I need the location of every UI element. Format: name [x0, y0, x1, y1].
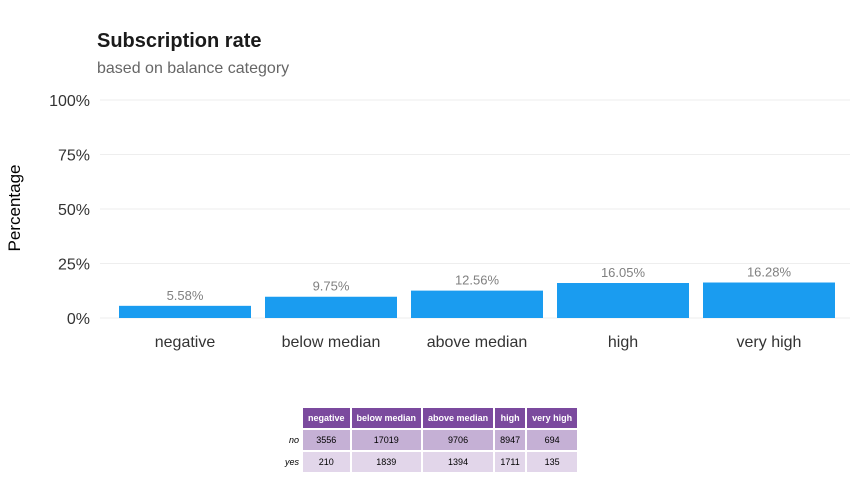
- y-axis-label: Percentage: [5, 165, 24, 252]
- y-axis-ticks: 0% 25% 50% 75% 100%: [49, 93, 90, 328]
- data-label: 16.05%: [601, 265, 646, 280]
- table-row: yes 210 1839 1394 1711 135: [280, 452, 578, 472]
- x-axis-ticks: negative below median above median high very…: [155, 334, 802, 351]
- x-tick-label: very high: [737, 334, 802, 351]
- table-cell: 1711: [495, 452, 526, 472]
- bars: [119, 282, 835, 318]
- data-label: 12.56%: [455, 273, 500, 288]
- y-tick-label: 25%: [58, 257, 90, 274]
- y-tick-label: 75%: [58, 148, 90, 165]
- table-cell: 8947: [495, 430, 526, 450]
- data-labels: 5.58% 9.75% 12.56% 16.05% 16.28%: [167, 265, 792, 303]
- table-cell: 210: [303, 452, 350, 472]
- chart-subtitle: based on balance category: [97, 60, 290, 77]
- data-label: 9.75%: [313, 279, 350, 294]
- table-row-label: yes: [285, 457, 300, 467]
- table-column-header: below median: [351, 408, 422, 428]
- counts-table: negative below median above median high very…: [278, 406, 579, 474]
- y-tick-label: 0%: [67, 311, 90, 328]
- y-tick-label: 50%: [58, 202, 90, 219]
- x-tick-label: above median: [427, 334, 528, 351]
- table-column-header: above median: [423, 408, 494, 428]
- data-label: 16.28%: [747, 265, 792, 280]
- table-row: no 3556 17019 9706 8947 694: [280, 430, 578, 450]
- x-tick-label: high: [608, 334, 638, 351]
- bar-chart: 0% 25% 50% 75% 100% 5.58% 9.75% 12.56% 16.05% 16…: [5, 93, 850, 351]
- table-corner: [280, 408, 301, 428]
- chart-title: Subscription rate: [97, 30, 262, 52]
- table-cell: 135: [527, 452, 578, 472]
- y-tick-label: 100%: [49, 93, 90, 110]
- bar: [557, 283, 689, 318]
- table-column-header: very high: [527, 408, 578, 428]
- table-header-row: negative below median above median high very…: [280, 408, 578, 428]
- table-cell: 1394: [423, 452, 494, 472]
- table-cell: 1839: [351, 452, 422, 472]
- table-column-header: negative: [303, 408, 350, 428]
- table-cell: 17019: [351, 430, 422, 450]
- data-label: 5.58%: [167, 288, 204, 303]
- bar: [119, 305, 251, 318]
- bar: [265, 296, 397, 318]
- bar: [411, 290, 543, 318]
- x-tick-label: negative: [155, 334, 216, 351]
- table-cell: 694: [527, 430, 578, 450]
- table-column-header: high: [495, 408, 526, 428]
- table-cell: 3556: [303, 430, 350, 450]
- x-tick-label: below median: [282, 334, 381, 351]
- bar: [703, 282, 835, 318]
- table-cell: 9706: [423, 430, 494, 450]
- table-row-label: no: [289, 435, 300, 445]
